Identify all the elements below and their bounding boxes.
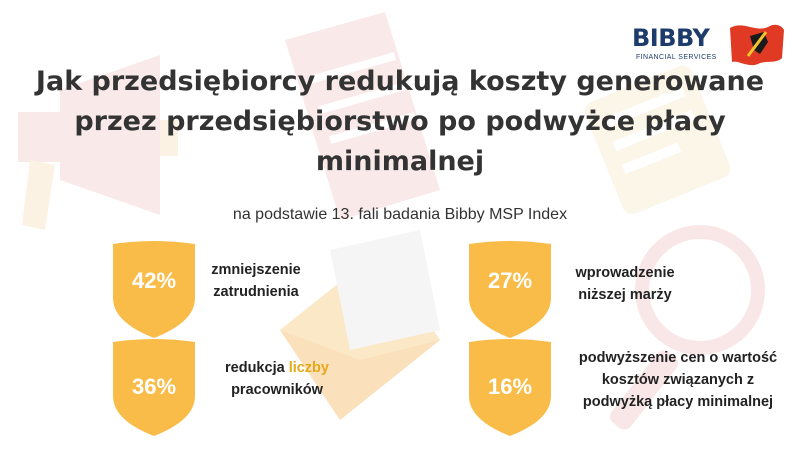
page-title: Jak przedsiębiorcy redukują koszty gener… (20, 62, 780, 182)
logo-tagline: FINANCIAL SERVICES (636, 54, 717, 61)
stat-label-3: redukcja liczby pracowników (212, 357, 342, 401)
stat-label-1: zmniejszenie zatrudnienia (200, 259, 312, 303)
flag-icon (730, 24, 784, 66)
shield-icon (469, 241, 551, 338)
magnifier-icon (610, 225, 765, 430)
stat-label-line: wprowadzenie (575, 265, 675, 281)
title-line-3: minimalnej (315, 146, 485, 177)
stat-label-line: zatrudnienia (213, 284, 299, 300)
stat-value: 27% (487, 268, 533, 293)
stat-value: 16% (487, 374, 533, 399)
bibby-logo: BIBBY FINANCIAL SERVICES (622, 20, 792, 72)
subtitle: na podstawie 13. fali badania Bibby MSP … (232, 206, 568, 223)
logo-name: BIBBY (632, 24, 710, 52)
shield-icon (113, 339, 195, 436)
stat-label-line: podwyższenie cen o wartość (578, 350, 778, 366)
shield-icon (113, 241, 195, 338)
clipboard-icon (584, 65, 731, 214)
shield-icon (469, 339, 551, 436)
stat-label-line: pracowników (231, 382, 323, 398)
stat-value: 36% (131, 374, 177, 399)
stat-label-text: redukcja (225, 360, 289, 376)
stat-label-line: podwyżką płacy minimalnej (582, 394, 774, 410)
stat-label-line: niższej marży (578, 287, 672, 303)
stat-label-2: wprowadzenie niższej marży (560, 262, 690, 306)
title-line-2: przez przedsiębiorstwo po podwyżce płacy (74, 106, 726, 137)
document-icon (285, 12, 440, 220)
envelope-icon (280, 230, 440, 420)
megaphone-icon (18, 55, 178, 230)
stat-label-highlight: liczby (288, 360, 329, 376)
stat-label-line: redukcja liczby (212, 357, 342, 379)
stat-label-4: podwyższenie cen o wartość kosztów związ… (566, 347, 790, 413)
stat-value: 42% (131, 268, 177, 293)
stat-label-line: zmniejszenie (211, 262, 301, 278)
title-line-1: Jak przedsiębiorcy redukują koszty gener… (35, 66, 765, 97)
stat-label-line: kosztów związanych z (601, 372, 755, 388)
